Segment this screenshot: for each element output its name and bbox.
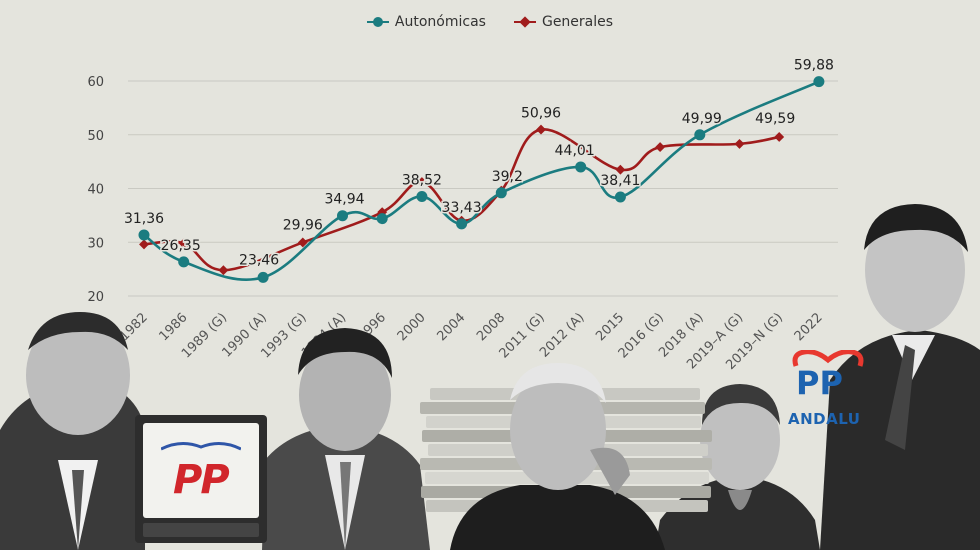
- data-label-11: 49,99: [682, 111, 722, 127]
- data-label-13: 59,88: [794, 58, 834, 74]
- pp-new-logo-text: PP: [796, 364, 843, 402]
- marker-autonomicas-6: [376, 213, 388, 225]
- data-label-4: 34,94: [324, 192, 364, 208]
- portrait-right: [820, 204, 980, 550]
- marker-generales-15: [734, 138, 745, 149]
- marker-autonomicas-1: [178, 256, 190, 268]
- x-tick-9: 2008: [474, 310, 508, 344]
- marker-autonomicas-14: [694, 129, 706, 141]
- marker-generales-7: [416, 177, 427, 187]
- data-label-10: 38,41: [600, 173, 640, 189]
- marker-autonomicas-17: [813, 76, 825, 88]
- marker-generales-0: [139, 239, 149, 250]
- andalucia-logo-text: ANDALU: [788, 410, 861, 428]
- marker-autonomicas-0: [138, 229, 150, 241]
- x-tick-12: 2015: [593, 310, 627, 344]
- tv-knobs: [143, 523, 259, 537]
- marker-generales-12: [615, 164, 626, 175]
- marker-autonomicas-9: [495, 187, 507, 199]
- legend-item-autonomicas: Autonómicas: [366, 14, 486, 30]
- y-tick-60: 60: [87, 75, 104, 90]
- data-label-9: 44,01: [555, 143, 595, 159]
- x-tick-17: 2022: [792, 310, 826, 344]
- legend-label-autonomicas: Autonómicas: [394, 14, 486, 30]
- y-tick-50: 50: [87, 129, 104, 144]
- marker-autonomicas-12: [614, 191, 626, 203]
- portrait-center: [450, 363, 665, 550]
- series-markers: [138, 76, 825, 283]
- x-tick-7: 2000: [395, 310, 429, 344]
- chart-legend: Autonómicas Generales: [0, 14, 980, 30]
- data-label-0: 31,36: [124, 211, 164, 227]
- y-tick-40: 40: [87, 183, 104, 198]
- pp-old-logo-text: PP: [173, 457, 230, 503]
- portrait-left: [0, 312, 145, 550]
- tv-screen: PP: [143, 423, 259, 518]
- tv-logo-old-pp: PP: [135, 415, 267, 543]
- data-label-3: 29,96: [283, 217, 323, 233]
- marker-generales-13: [655, 142, 666, 153]
- y-tick-20: 20: [87, 290, 104, 305]
- data-label-12: 49,59: [755, 111, 795, 127]
- x-tick-8: 2004: [434, 310, 468, 344]
- marker-autonomicas-3: [257, 271, 269, 283]
- legend-swatch-autonomicas: [366, 17, 389, 27]
- marker-autonomicas-8: [456, 218, 468, 230]
- legend-label-generales: Generales: [541, 14, 614, 30]
- data-label-6: 33,43: [442, 200, 482, 216]
- legend-swatch-generales: [513, 16, 536, 28]
- data-label-8: 50,96: [521, 106, 561, 122]
- marker-autonomicas-7: [416, 190, 428, 202]
- y-tick-labels: 20 30 40 50 60: [87, 75, 104, 305]
- data-label-1: 26,35: [161, 238, 201, 254]
- marker-generales-10: [536, 124, 546, 135]
- y-tick-30: 30: [87, 236, 104, 251]
- marker-autonomicas-11: [575, 161, 587, 173]
- marker-generales-16: [774, 132, 785, 142]
- marker-generales-1: [178, 238, 189, 249]
- legend-item-generales: Generales: [513, 14, 614, 30]
- marker-generales-4: [297, 237, 308, 248]
- pp-bird-icon: [161, 442, 241, 451]
- portrait-second: [262, 328, 430, 550]
- data-label-7: 39,2: [492, 169, 523, 185]
- marker-generales-2: [218, 265, 229, 276]
- x-tick-1: 1986: [157, 310, 191, 344]
- heart-icon: [792, 350, 864, 367]
- photo-collage: [0, 204, 980, 550]
- data-label-5: 38,52: [402, 172, 442, 188]
- grid-lines: [128, 80, 838, 297]
- pp-andalucia-logo: PP ANDALU: [788, 350, 868, 428]
- data-label-2: 23,46: [239, 252, 279, 268]
- marker-autonomicas-5: [337, 210, 348, 222]
